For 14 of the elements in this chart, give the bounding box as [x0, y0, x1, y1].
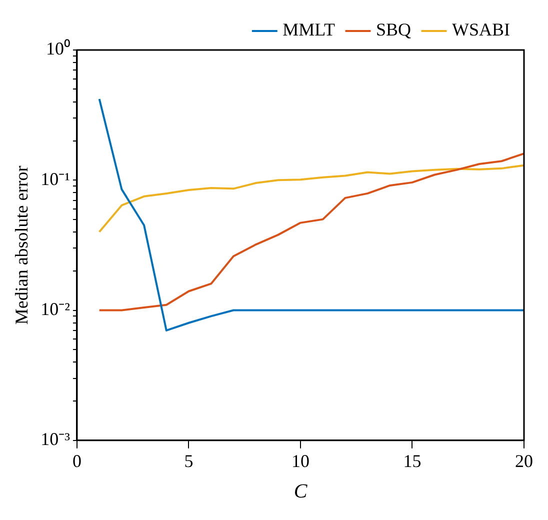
y-tick-label: 10⁻¹ — [40, 168, 70, 189]
legend-label: SBQ — [376, 20, 411, 40]
x-axis-title: C — [294, 480, 308, 502]
x-tick-label: 20 — [515, 450, 533, 471]
legend-label: MMLT — [282, 20, 335, 40]
legend-label: WSABI — [452, 20, 510, 40]
y-tick-label: 10⁻³ — [40, 429, 71, 450]
x-tick-label: 10 — [292, 450, 310, 471]
x-tick-label: 15 — [403, 450, 422, 471]
x-tick-label: 0 — [72, 450, 82, 471]
y-axis-title: Median absolute error — [12, 166, 32, 325]
y-tick-label: 10⁻² — [40, 299, 70, 319]
x-tick-label: 5 — [184, 450, 194, 471]
y-tick-label: 10⁰ — [46, 38, 70, 59]
